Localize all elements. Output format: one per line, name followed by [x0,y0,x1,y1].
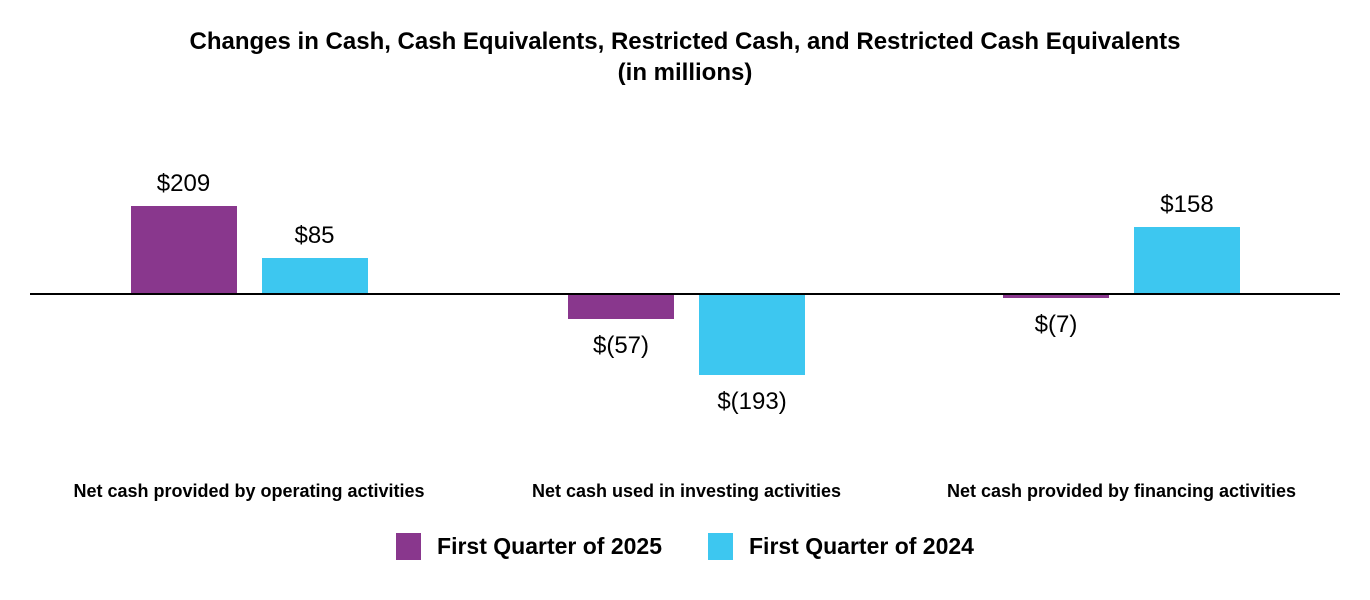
bar-value-label: $158 [1160,191,1214,219]
legend-item: First Quarter of 2024 [708,533,974,560]
category-label: Net cash provided by operating activitie… [73,481,425,501]
bar-value-label: $(7) [1034,310,1078,338]
bar-value-label: $209 [156,170,211,198]
category-label: Net cash provided by financing activitie… [946,481,1297,501]
bar-value-label: $85 [294,221,335,249]
chart-title-line2: (in millions) [617,59,753,86]
legend-label: First Quarter of 2025 [437,533,662,559]
legend-item: First Quarter of 2025 [396,533,662,560]
bar-series1-category1 [130,206,237,293]
bar-series2-category1 [261,257,368,293]
bar-series1-category3 [1003,295,1109,298]
chart-title: Changes in Cash, Cash Equivalents, Restr… [0,26,1370,88]
legend-swatch [396,533,422,560]
category-label: Net cash used in investing activities [531,481,842,501]
legend: First Quarter of 2025 First Quarter of 20… [0,533,1370,560]
x-axis-line [30,293,1340,295]
chart-title-line1: Changes in Cash, Cash Equivalents, Restr… [189,28,1181,55]
bar-series2-category2 [699,295,805,376]
legend-swatch [708,533,733,560]
bar-series1-category2 [568,295,674,319]
bar-series2-category3 [1134,227,1240,293]
bar-value-label: $(193) [717,388,787,416]
legend-label: First Quarter of 2024 [749,533,974,559]
bar-value-label: $(57) [592,331,650,359]
